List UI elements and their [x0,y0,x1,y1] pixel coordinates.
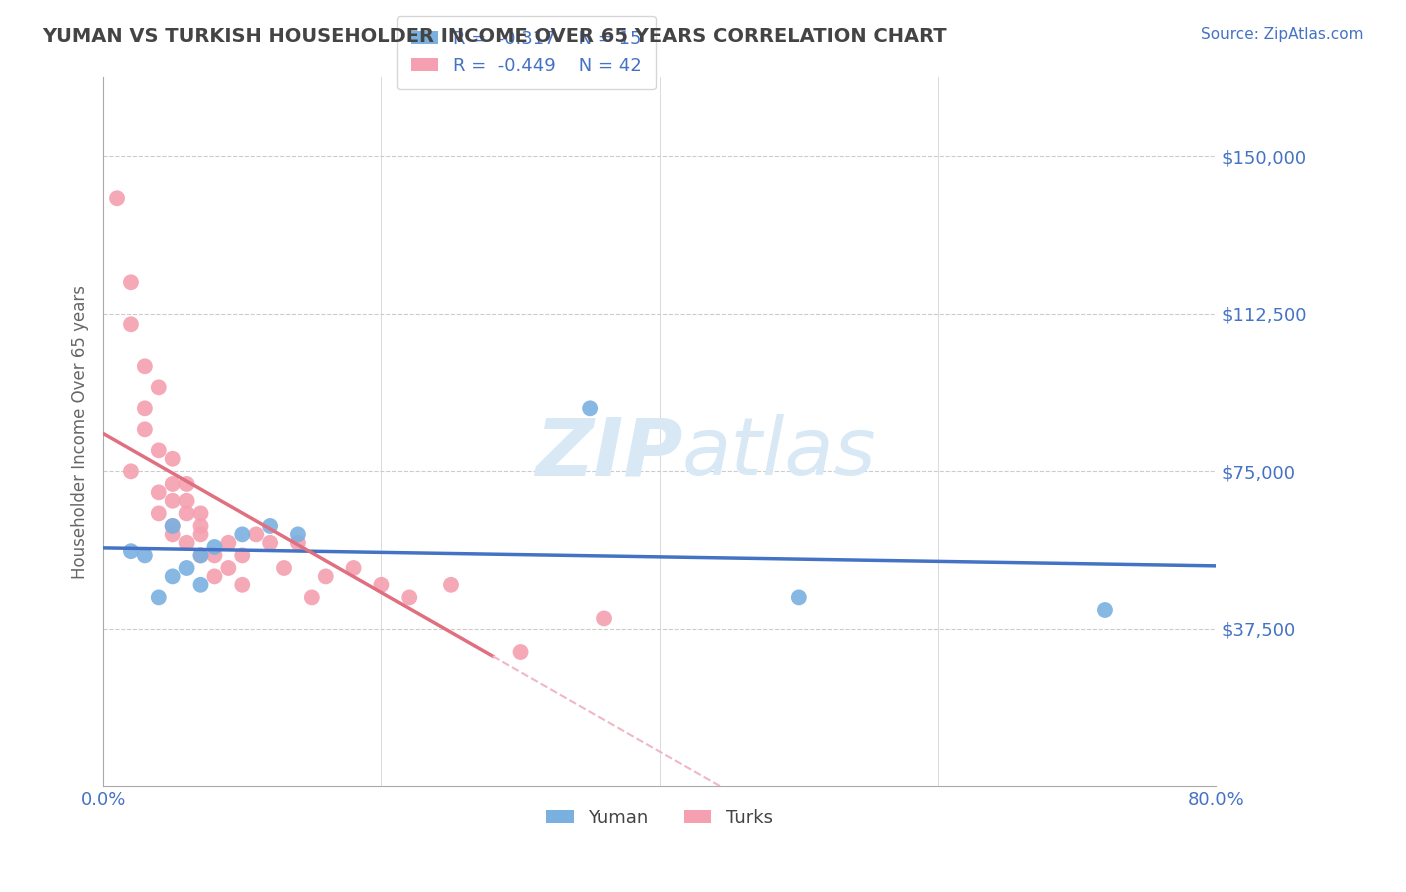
Point [398,591,420,605]
Point [162,477,184,491]
Point [204,549,226,563]
Point [217,535,239,549]
Point [120,275,142,289]
Point [245,527,267,541]
Text: Source: ZipAtlas.com: Source: ZipAtlas.com [1201,27,1364,42]
Point [1094,603,1116,617]
Point [287,527,309,541]
Point [162,527,184,541]
Point [273,561,295,575]
Point [190,507,212,521]
Point [231,527,253,541]
Point [176,535,198,549]
Point [579,401,602,416]
Point [259,535,281,549]
Point [342,561,364,575]
Point [204,569,226,583]
Point [148,591,170,605]
Text: atlas: atlas [682,414,877,492]
Point [134,422,156,436]
Point [176,507,198,521]
Point [134,549,156,563]
Point [176,493,198,508]
Point [190,519,212,533]
Point [162,493,184,508]
Point [134,359,156,374]
Point [176,477,198,491]
Point [190,527,212,541]
Point [120,318,142,332]
Point [231,549,253,563]
Point [370,578,392,592]
Point [593,611,616,625]
Point [509,645,531,659]
Point [120,544,142,558]
Point [120,464,142,478]
Point [162,519,184,533]
Point [231,578,253,592]
Point [287,535,309,549]
Point [134,401,156,416]
Point [148,485,170,500]
Point [105,191,128,205]
Text: YUMAN VS TURKISH HOUSEHOLDER INCOME OVER 65 YEARS CORRELATION CHART: YUMAN VS TURKISH HOUSEHOLDER INCOME OVER… [42,27,946,45]
Point [190,578,212,592]
Text: ZIP: ZIP [534,414,682,492]
Point [162,569,184,583]
Point [204,540,226,554]
Point [162,451,184,466]
Point [217,561,239,575]
Point [148,443,170,458]
Point [787,591,810,605]
Point [148,380,170,394]
Point [190,549,212,563]
Point [190,549,212,563]
Point [259,519,281,533]
Y-axis label: Householder Income Over 65 years: Householder Income Over 65 years [72,285,89,579]
Point [162,519,184,533]
Legend: Yuman, Turks: Yuman, Turks [540,802,780,834]
Point [440,578,463,592]
Point [315,569,337,583]
Point [148,507,170,521]
Point [176,561,198,575]
Point [301,591,323,605]
